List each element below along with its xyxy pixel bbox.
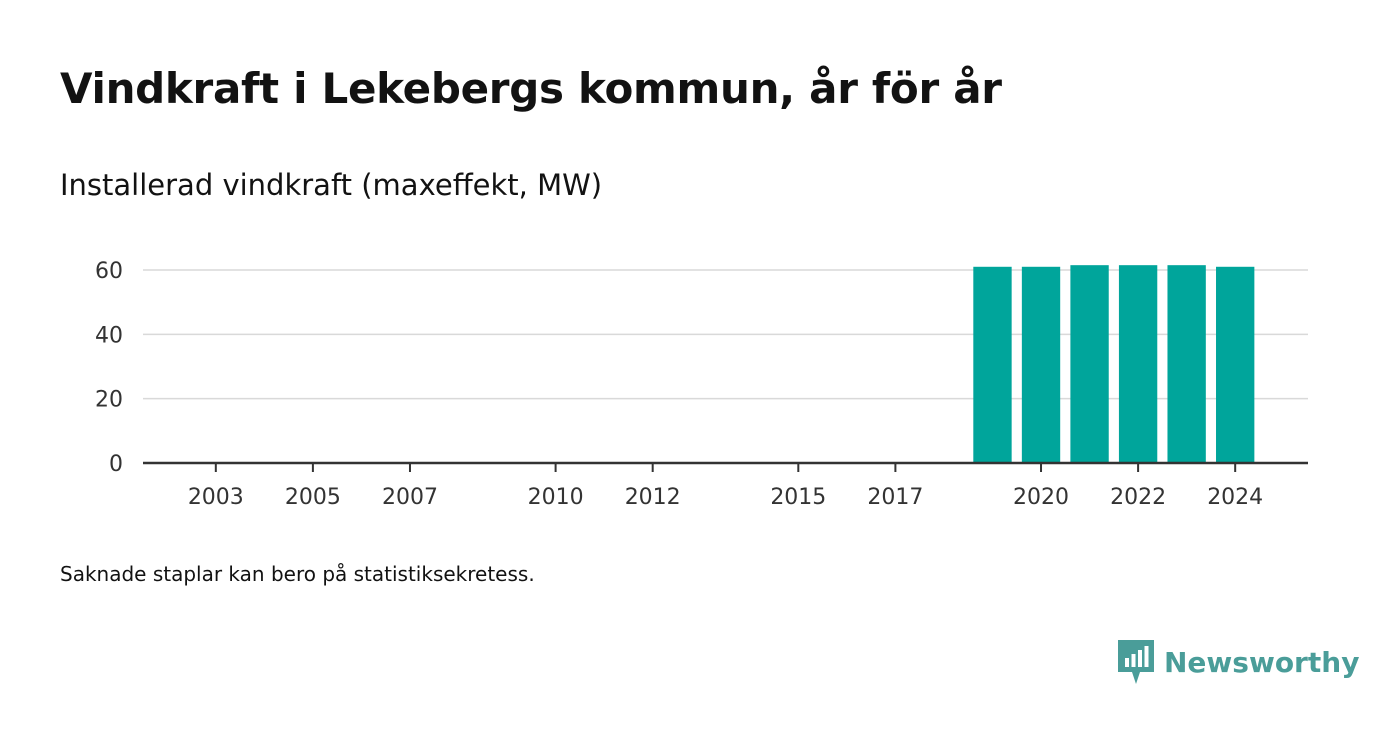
y-tick-label: 40 [95,323,123,348]
x-tick-label: 2020 [1013,485,1069,510]
footnote: Saknade staplar kan bero på statistiksek… [60,562,535,586]
bar-2023 [1167,265,1206,463]
x-tick-label: 2017 [867,485,923,510]
chart-subtitle: Installerad vindkraft (maxeffekt, MW) [60,168,603,202]
bar-2021 [1070,265,1109,463]
bar-2019 [973,266,1012,463]
y-tick-label: 20 [95,388,123,413]
bars [973,265,1255,463]
x-tick-label: 2005 [285,485,341,510]
axes: 0 20 40 60 2003 2005 2007 2010 2012 2015 2017 2020 2… [95,259,1308,510]
x-tick-label: 2010 [528,485,584,510]
brand-logo: Newsworthy [1118,640,1359,684]
y-tick-label: 0 [109,452,123,477]
x-tick-label: 2012 [625,485,681,510]
bar-2020 [1021,266,1061,463]
newsworthy-logo-icon [1118,640,1154,684]
x-tick-label: 2003 [188,485,244,510]
x-tick-label: 2015 [770,485,826,510]
bar-2022 [1118,265,1158,463]
gridlines [143,269,1308,400]
x-tick-label: 2022 [1110,485,1166,510]
chart-title: Vindkraft i Lekebergs kommun, år för år [60,64,1002,113]
y-tick-label: 60 [95,259,123,284]
brand-name: Newsworthy [1164,645,1360,679]
x-tick-label: 2024 [1207,485,1263,510]
bar-2024 [1216,266,1255,463]
x-tick-label: 2007 [382,485,438,510]
